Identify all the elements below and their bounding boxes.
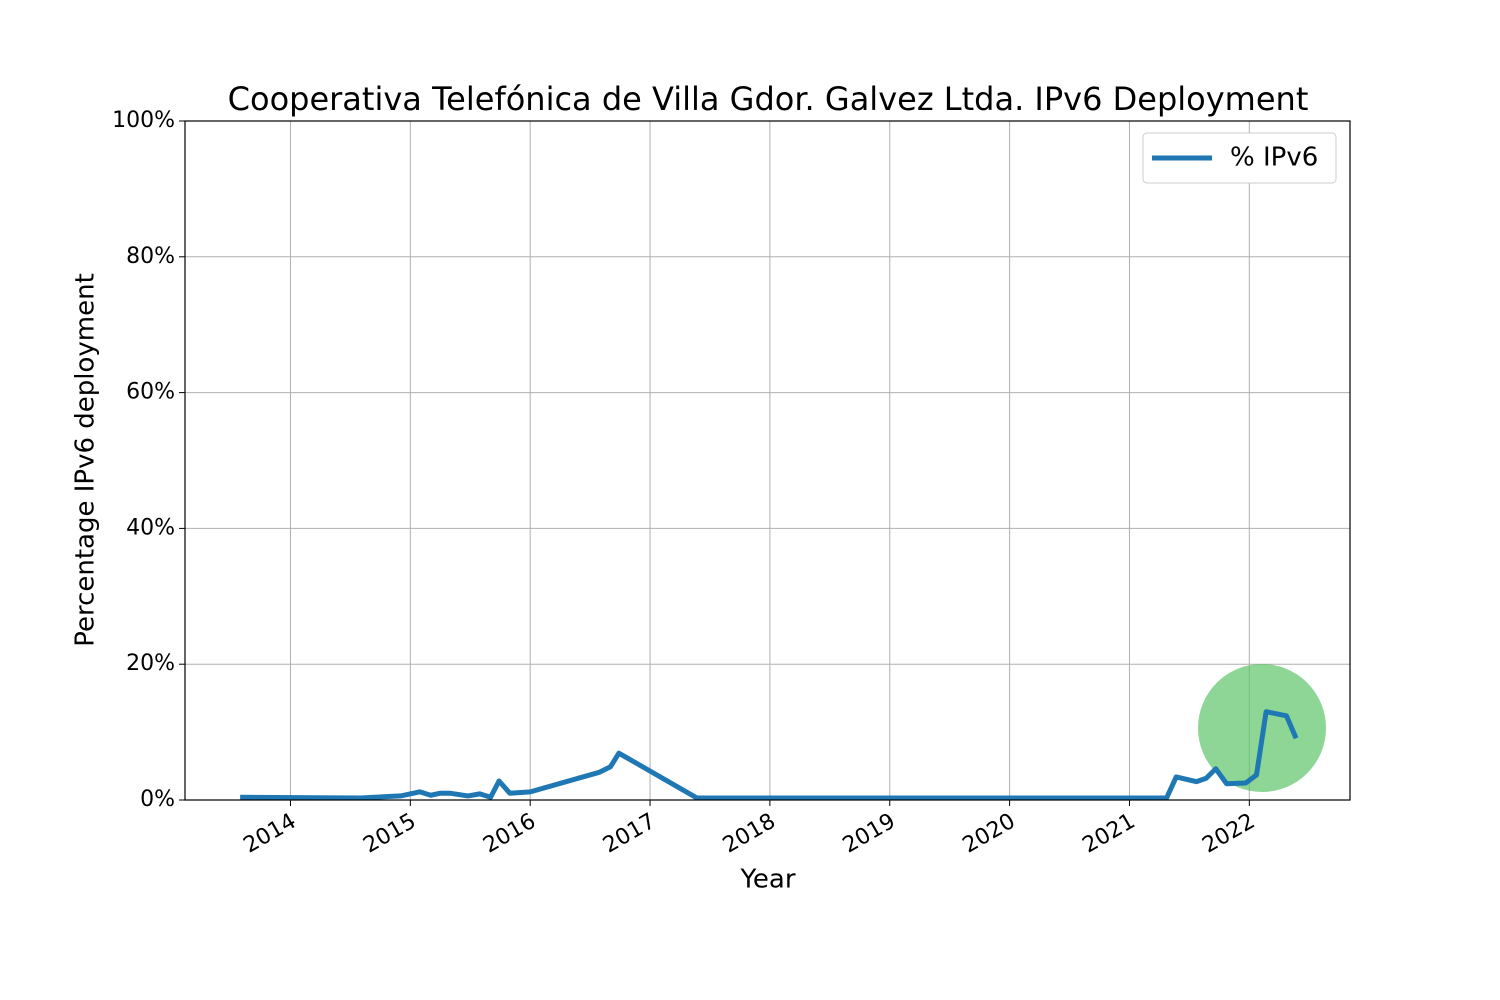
y-tick-label: 80% [126,244,175,269]
x-tick-label: 2018 [719,809,780,859]
y-tick-label: 100% [112,108,175,133]
x-tick-label: 2017 [599,809,660,859]
y-tick-label: 40% [126,515,175,540]
plot [240,709,1299,801]
legend-label: % IPv6 [1230,143,1318,173]
y-axis-label: Percentage IPv6 deployment [71,273,101,647]
x-tick-label: 2021 [1078,809,1139,859]
legend: % IPv6 [1142,132,1337,184]
x-tick-label: 2019 [839,809,900,859]
y-tick-label: 0% [140,787,175,812]
chart-title: Cooperativa Telefónica de Villa Gdor. Ga… [228,80,1309,118]
x-tick-label: 2015 [359,809,420,859]
legend-box [1142,132,1337,184]
y-tick-label: 20% [126,651,175,676]
data-line [240,709,1299,801]
grid: 0% 20% 40% 60% 80% 100% 2014 2015 2016 2017 2018 20… [112,108,1350,858]
x-tick-label: 2016 [479,809,540,859]
plot-frame [184,120,1351,801]
y-tick-label: 60% [126,380,175,405]
x-tick-label: 2014 [239,809,300,859]
x-axis-label: Year [739,865,795,895]
x-tick-label: 2020 [959,809,1020,859]
x-tick-label: 2022 [1198,809,1259,859]
